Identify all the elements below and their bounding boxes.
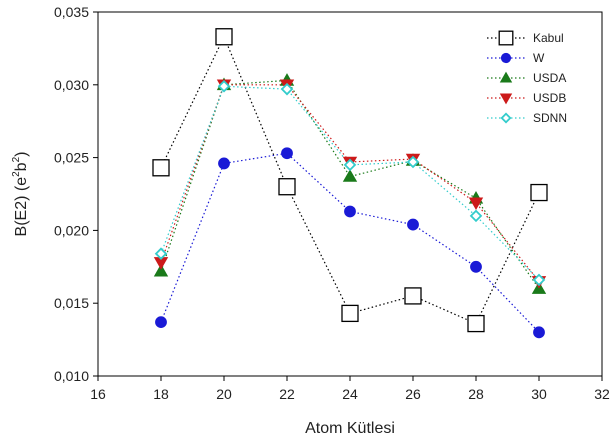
y-axis-title-mid: b bbox=[13, 162, 30, 171]
data-point-usdb bbox=[468, 197, 484, 211]
y-tick-label: 0,025 bbox=[54, 150, 89, 166]
data-point-kabul bbox=[215, 28, 233, 46]
data-point-sdnn bbox=[406, 155, 420, 169]
legend-label-usdb: USDB bbox=[533, 91, 566, 105]
legend-label-sdnn: SDNN bbox=[533, 111, 567, 125]
data-point-w bbox=[344, 205, 356, 218]
legend-marker-sdnn bbox=[500, 112, 512, 124]
x-tick-label: 18 bbox=[153, 386, 169, 402]
data-point-sdnn bbox=[154, 247, 168, 260]
x-tick-label: 32 bbox=[594, 386, 610, 402]
data-point-kabul bbox=[341, 304, 359, 323]
y-axis-title-base: B(E2) (e bbox=[13, 177, 30, 237]
legend-marker-w bbox=[500, 52, 512, 64]
data-point-w bbox=[281, 147, 293, 160]
series-sdnn bbox=[160, 85, 540, 281]
series-layer bbox=[152, 28, 548, 339]
x-tick-label: 20 bbox=[216, 386, 232, 402]
x-tick-label: 28 bbox=[468, 386, 484, 402]
x-axis-title: Atom Kütlesi bbox=[305, 420, 395, 437]
legend-marker-usda bbox=[499, 71, 513, 83]
series-line-usdb bbox=[160, 84, 540, 282]
legend-label-w: W bbox=[533, 51, 545, 65]
y-tick-label: 0,015 bbox=[54, 295, 89, 311]
data-point-kabul bbox=[278, 178, 296, 196]
legend-label-kabul: Kabul bbox=[533, 31, 564, 45]
x-tick-label: 26 bbox=[405, 386, 421, 402]
data-point-sdnn bbox=[532, 273, 546, 287]
data-point-kabul bbox=[467, 314, 485, 333]
x-tick-label: 30 bbox=[531, 386, 547, 402]
y-axis-title: B(E2) (e2b2) bbox=[11, 152, 30, 237]
legend-marker-kabul bbox=[498, 30, 514, 46]
data-point-usda bbox=[153, 263, 169, 277]
series-usda bbox=[160, 79, 540, 289]
data-point-kabul bbox=[404, 287, 422, 305]
y-tick-label: 0,030 bbox=[54, 77, 89, 93]
legend-marker-usdb bbox=[499, 93, 513, 105]
data-point-w bbox=[155, 316, 167, 329]
data-point-sdnn bbox=[280, 82, 294, 96]
y-tick-label: 0,010 bbox=[54, 368, 89, 384]
x-tick-label: 16 bbox=[90, 386, 106, 402]
data-point-w bbox=[470, 260, 482, 273]
data-point-kabul bbox=[152, 159, 170, 177]
data-point-sdnn bbox=[343, 158, 357, 172]
y-axis-title-sup1: 2 bbox=[11, 171, 22, 177]
y-tick-label: 0,035 bbox=[54, 4, 89, 20]
x-tick-label: 22 bbox=[279, 386, 295, 402]
series-line-usda bbox=[160, 79, 540, 289]
series-usdb bbox=[160, 84, 540, 282]
series-points-w bbox=[155, 147, 545, 339]
data-point-w bbox=[407, 218, 419, 231]
series-points-sdnn bbox=[154, 79, 546, 287]
data-point-w bbox=[218, 157, 230, 170]
series-points-kabul bbox=[152, 28, 548, 333]
x-tick-label: 24 bbox=[342, 386, 358, 402]
data-point-kabul bbox=[530, 183, 548, 202]
data-point-w bbox=[533, 326, 545, 339]
y-axis-title-sup2: 2 bbox=[11, 156, 22, 162]
series-points-usdb bbox=[153, 79, 547, 289]
series-line-sdnn bbox=[160, 85, 540, 281]
y-axis-title-end: ) bbox=[13, 152, 30, 157]
data-point-usda bbox=[342, 169, 358, 182]
data-point-sdnn bbox=[217, 79, 231, 93]
axis-ticks: 16 18 20 22 24 26 28 30 32 0,010 0,015 0,020 0,025 0,… bbox=[54, 4, 610, 402]
series-points-usda bbox=[153, 73, 547, 294]
legend: Kabul W USDA USDB SDNN bbox=[487, 30, 567, 125]
y-tick-label: 0,020 bbox=[54, 222, 89, 238]
data-point-sdnn bbox=[469, 209, 483, 223]
legend-label-usda: USDA bbox=[533, 71, 566, 85]
